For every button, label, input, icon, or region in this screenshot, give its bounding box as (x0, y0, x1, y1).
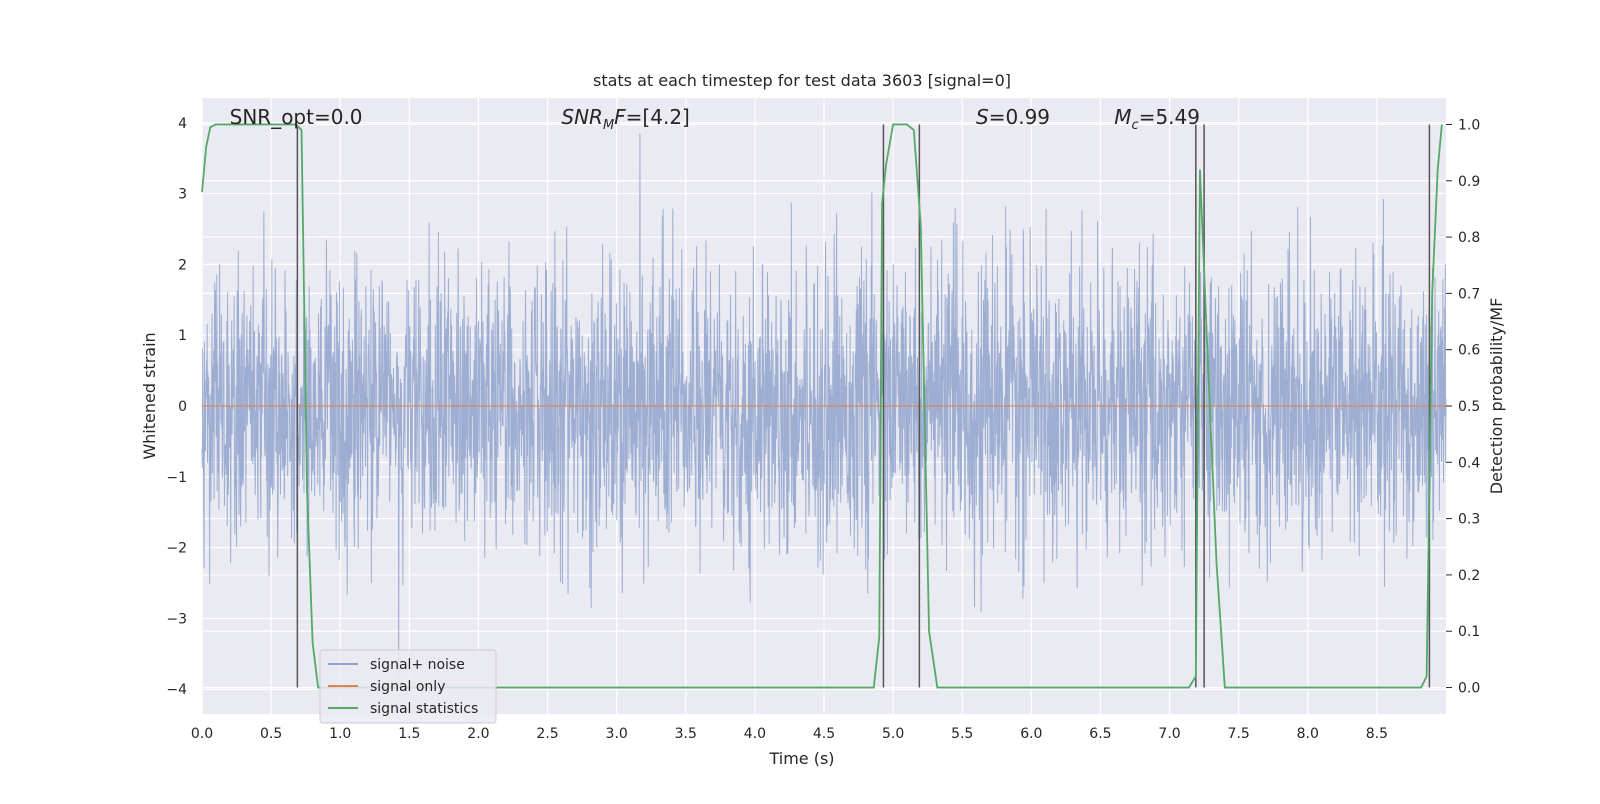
series-signal-statistics (201, 123, 1443, 689)
x-tick-label: 1.0 (329, 726, 351, 742)
signal-statistics-line (201, 123, 1443, 689)
annotation-3: Mc=5.49 (1114, 105, 1200, 133)
x-tick-label: 8.0 (1297, 726, 1319, 742)
legend-label-signal-statistics: signal statistics (370, 701, 478, 717)
x-tick-label: 6.0 (1020, 726, 1042, 742)
x-tick-label: 0.0 (191, 726, 213, 742)
y2-tick-label: 0.4 (1458, 455, 1480, 471)
x-tick-label: 3.5 (675, 726, 697, 742)
y2-axis-ticks: 0.0 0.1 0.2 0.3 0.4 0.5 0.6 0.7 0.8 0.9 1.0 (1446, 117, 1480, 697)
annotation-0: SNR_opt=0.0 (230, 105, 363, 129)
x-tick-label: 2.0 (467, 726, 489, 742)
y2-tick-label: 0.9 (1458, 174, 1480, 190)
y-tick-label: −3 (166, 611, 187, 627)
x-tick-label: 4.5 (813, 726, 835, 742)
y2-tick-label: 1.0 (1458, 117, 1480, 133)
y-tick-label: 2 (178, 257, 187, 273)
y2-tick-label: 0.5 (1458, 399, 1480, 415)
legend: signal+ noise signal only signal statist… (319, 649, 497, 724)
annotation-1: SNRMF=[4.2] (561, 105, 689, 133)
annotations: SNR_opt=0.0 SNRMF=[4.2] S=0.99 Mc=5.49 (230, 105, 1200, 133)
y-tick-label: 3 (178, 187, 187, 203)
y2-tick-label: 0.1 (1458, 624, 1480, 640)
x-tick-label: 3.0 (606, 726, 628, 742)
x-tick-label: 8.5 (1366, 726, 1388, 742)
x-tick-label: 7.0 (1158, 726, 1180, 742)
x-tick-label: 0.5 (260, 726, 282, 742)
legend-label-signal-plus-noise: signal+ noise (370, 657, 465, 673)
y-tick-label: −4 (166, 682, 187, 698)
y-tick-label: 0 (178, 399, 187, 415)
y-tick-label: 1 (178, 328, 187, 344)
y2-tick-label: 0.6 (1458, 343, 1480, 359)
x-tick-label: 5.0 (882, 726, 904, 742)
x-tick-label: 2.5 (536, 726, 558, 742)
x-tick-label: 5.5 (951, 726, 973, 742)
y2-tick-label: 0.0 (1458, 681, 1480, 697)
y-tick-label: −1 (166, 470, 187, 486)
y-axis-ticks: −4 −3 −2 −1 0 1 2 3 4 (166, 116, 187, 698)
x-tick-label: 4.0 (744, 726, 766, 742)
signal-plus-noise-line (201, 133, 1447, 676)
y-tick-label: −2 (166, 541, 187, 557)
y2-tick-label: 0.7 (1458, 286, 1480, 302)
annotation-2: S=0.99 (976, 105, 1050, 129)
y-axis-label: Whitened strain (140, 332, 159, 459)
x-tick-label: 7.5 (1228, 726, 1250, 742)
chart-title: stats at each timestep for test data 360… (593, 71, 1011, 90)
y2-axis-label: Detection probability/MF (1487, 298, 1506, 495)
legend-label-signal-only: signal only (370, 679, 445, 695)
y2-tick-label: 0.8 (1458, 230, 1480, 246)
y2-tick-label: 0.3 (1458, 512, 1480, 528)
x-tick-label: 1.5 (398, 726, 420, 742)
x-axis-ticks: 0.0 0.5 1.0 1.5 2.0 2.5 3.0 3.5 4.0 4.5 5.0 5.5 6.0 6… (191, 726, 1388, 742)
y2-tick-label: 0.2 (1458, 568, 1480, 584)
x-axis-label: Time (s) (768, 749, 834, 768)
series-signal-plus-noise (201, 133, 1447, 676)
x-tick-label: 6.5 (1089, 726, 1111, 742)
y-tick-label: 4 (178, 116, 187, 132)
legend-box (319, 649, 497, 724)
